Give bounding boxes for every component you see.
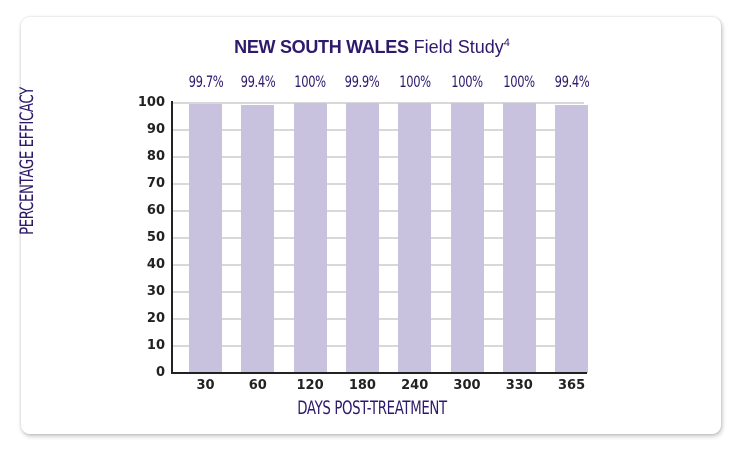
x-tick-label: 240 bbox=[401, 378, 429, 393]
y-axis-label: PERCENTAGE EFFICACY bbox=[16, 87, 38, 235]
chart-title-region: NEW SOUTH WALES bbox=[234, 37, 409, 57]
y-tick-label: 80 bbox=[146, 149, 165, 164]
bar-value-label: 99.9% bbox=[344, 72, 380, 91]
bar-30 bbox=[189, 103, 222, 373]
y-tick-label: 30 bbox=[146, 284, 165, 299]
bar-value-label: 99.7% bbox=[188, 72, 223, 91]
bar-120 bbox=[293, 103, 327, 373]
chart-title: NEW SOUTH WALES Field Study4 bbox=[0, 37, 744, 58]
chart-title-study: Field Study bbox=[413, 37, 504, 57]
bar-value-label: 100% bbox=[451, 72, 483, 91]
bar-240 bbox=[398, 103, 432, 373]
gridline bbox=[173, 102, 584, 104]
x-tick-label: 365 bbox=[558, 378, 586, 393]
x-axis-line bbox=[171, 372, 587, 374]
x-axis-label: DAYS POST-TREATMENT bbox=[297, 397, 447, 419]
bar-value-label: 100% bbox=[503, 72, 536, 91]
y-tick-label: 100 bbox=[137, 95, 165, 110]
x-tick-label: 120 bbox=[296, 378, 324, 393]
y-tick-label: 90 bbox=[146, 122, 165, 137]
y-tick-label: 60 bbox=[146, 203, 165, 218]
bar-300 bbox=[450, 103, 484, 373]
y-tick-label: 50 bbox=[146, 230, 165, 245]
bar-60 bbox=[241, 104, 275, 373]
bar-365 bbox=[555, 104, 589, 373]
bar-value-label: 100% bbox=[398, 72, 431, 91]
x-tick-label: 60 bbox=[248, 378, 267, 393]
y-tick-label: 70 bbox=[146, 176, 165, 191]
y-axis-line bbox=[171, 101, 173, 374]
y-tick-label: 0 bbox=[155, 365, 165, 380]
bar-value-label: 100% bbox=[294, 72, 326, 91]
bar-330 bbox=[502, 103, 536, 373]
x-tick-label: 180 bbox=[348, 378, 376, 393]
chart-title-footnote: 4 bbox=[503, 37, 510, 49]
bar-value-label: 99.4% bbox=[554, 72, 589, 91]
x-tick-label: 300 bbox=[453, 378, 481, 393]
x-tick-label: 30 bbox=[196, 378, 215, 393]
y-tick-label: 40 bbox=[146, 257, 165, 272]
bar-value-label: 99.4% bbox=[240, 72, 276, 91]
y-tick-label: 10 bbox=[146, 338, 165, 353]
y-tick-label: 20 bbox=[146, 311, 165, 326]
x-tick-label: 330 bbox=[505, 378, 533, 393]
bar-180 bbox=[345, 103, 379, 373]
